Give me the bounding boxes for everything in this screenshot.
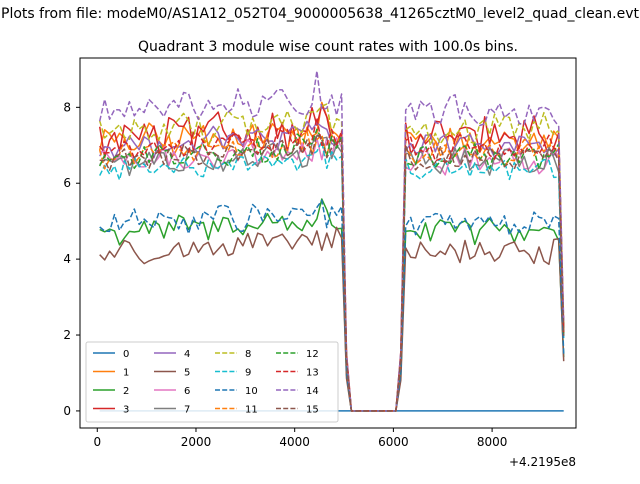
- x-axis-offset-label: +4.2195e8: [509, 455, 576, 469]
- legend-label-10: 10: [245, 386, 258, 397]
- series-line-10: [99, 199, 565, 412]
- legend-label-4: 4: [184, 349, 190, 360]
- legend-label-6: 6: [184, 386, 190, 397]
- legend-label-3: 3: [123, 405, 129, 416]
- series-line-7: [99, 134, 565, 412]
- legend-label-1: 1: [123, 368, 129, 379]
- legend-label-0: 0: [123, 349, 129, 360]
- y-tick-label: 2: [63, 328, 71, 342]
- series-line-8: [98, 103, 565, 412]
- x-tick-label: 4000: [279, 435, 310, 449]
- series-line-15: [99, 133, 565, 412]
- legend-label-2: 2: [123, 386, 129, 397]
- series-line-3: [98, 104, 565, 412]
- y-tick-label: 8: [63, 100, 71, 114]
- legend-label-5: 5: [184, 368, 190, 379]
- legend-label-12: 12: [306, 349, 319, 360]
- x-tick-label: 0: [93, 435, 101, 449]
- x-tick-label: 2000: [181, 435, 212, 449]
- y-tick-label: 4: [63, 252, 71, 266]
- legend-label-14: 14: [306, 386, 319, 397]
- y-tick-label: 0: [63, 404, 71, 418]
- legend-label-15: 15: [306, 405, 319, 416]
- legend-label-9: 9: [245, 368, 251, 379]
- axes-frame: [79, 57, 577, 429]
- y-tick-label: 6: [63, 176, 71, 190]
- legend-label-13: 13: [306, 368, 319, 379]
- series-line-14: [98, 70, 565, 412]
- series-line-12: [99, 128, 565, 412]
- figure-suptitle: Plots from file: modeM0/AS1A12_052T04_90…: [1, 6, 639, 22]
- series-line-13: [99, 117, 565, 412]
- legend-label-7: 7: [184, 405, 190, 416]
- series-line-9: [99, 140, 565, 412]
- legend-label-11: 11: [245, 405, 258, 416]
- series-line-11: [98, 130, 565, 412]
- y-axis-ticks: 0 2 4 6 8: [63, 100, 80, 418]
- chart-title: Quadrant 3 module wise count rates with …: [138, 39, 518, 55]
- x-tick-label: 8000: [477, 435, 508, 449]
- legend-label-8: 8: [245, 349, 251, 360]
- x-tick-label: 6000: [378, 435, 409, 449]
- legend-box: [85, 341, 339, 423]
- series-line-5: [99, 226, 565, 412]
- series-layer: [98, 70, 565, 412]
- x-axis-ticks: 0 2000 4000 6000 8000: [93, 428, 507, 449]
- series-line-2: [99, 198, 565, 412]
